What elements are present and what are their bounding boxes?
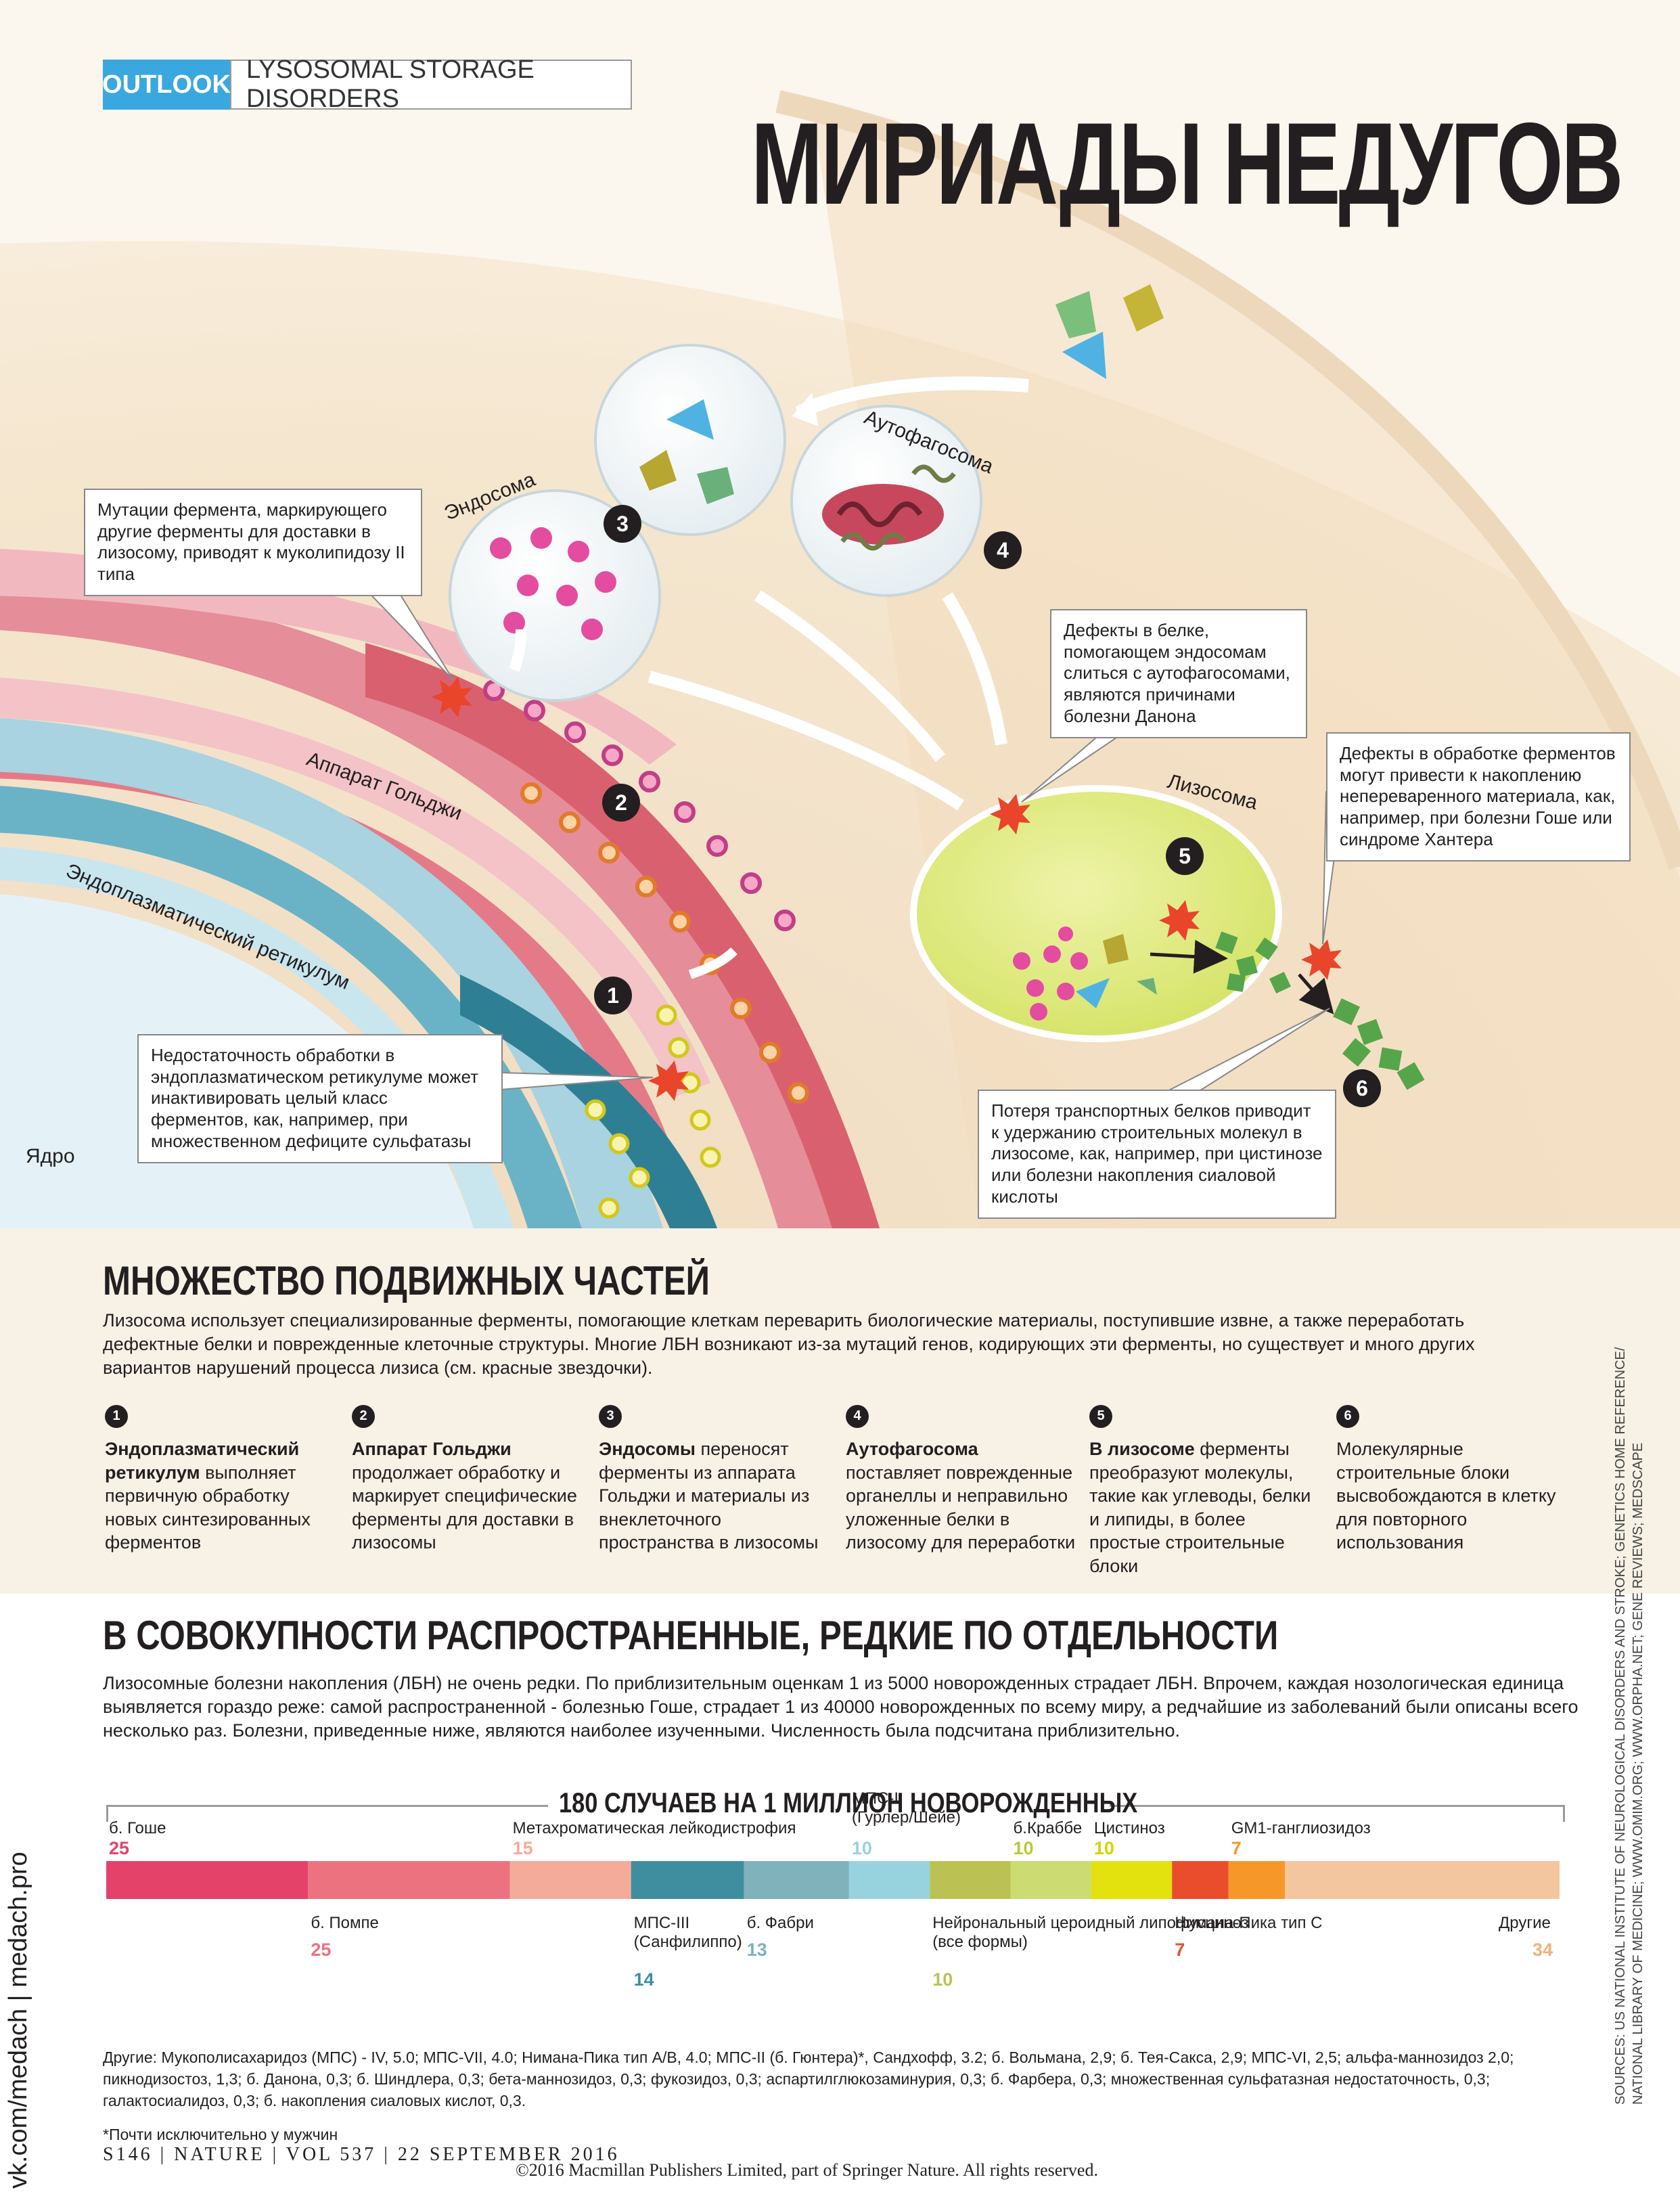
- callout-er-processing: Недостаточность обработки в эндоплазмати…: [137, 1034, 503, 1163]
- step-text: Аппарат Гольджи продолжает обработку и м…: [352, 1439, 577, 1553]
- cell-illustration: [0, 0, 1680, 1228]
- step-number: 5: [1089, 1405, 1112, 1428]
- step-term: Эндосомы: [599, 1439, 696, 1459]
- step-number: 2: [352, 1405, 375, 1428]
- step-term: Эндоплазматический ретикулум: [105, 1439, 300, 1483]
- bar-segment: [1228, 1861, 1286, 1899]
- bar-segment: [930, 1861, 1011, 1899]
- segment-value: 10: [932, 1969, 953, 1990]
- segment-label: б. Помпе: [311, 1914, 379, 1932]
- rare-heading: В СОВОКУПНОСТИ РАСПРОСТРАНЕННЫЕ, РЕДКИЕ …: [103, 1613, 1279, 1658]
- moving-parts-panel: [0, 1228, 1680, 1594]
- bar-segment: [1172, 1861, 1229, 1899]
- rare-text: Лизосомные болезни накопления (ЛБН) не о…: [103, 1673, 1579, 1741]
- bar-segment: [631, 1861, 744, 1899]
- step-number: 3: [599, 1405, 622, 1428]
- step-badge-3: 3: [604, 505, 641, 543]
- step-6: 6 Молекулярные строительные блоки высвобо…: [1336, 1405, 1566, 1554]
- step-badge-1: 1: [594, 977, 632, 1014]
- segment-label: Метахроматическая лейкодистрофия: [512, 1819, 796, 1837]
- step-text: Молекулярные строительные блоки высвобож…: [1336, 1439, 1556, 1553]
- segment-value: 34: [1533, 1940, 1553, 1960]
- callout-processing: Дефекты в обработке ферментов могут прив…: [1326, 732, 1631, 862]
- folio: S146 | NATURE | VOL 537 | 22 SEPTEMBER 2…: [103, 2144, 620, 2165]
- segment-label: Другие: [1499, 1914, 1551, 1932]
- segment-value: 10: [851, 1838, 872, 1858]
- segment-value: 14: [633, 1969, 654, 1990]
- step-badge-5: 5: [1166, 837, 1204, 875]
- step-term: Аутофагосома: [846, 1439, 978, 1459]
- segment-value: 10: [1093, 1838, 1114, 1858]
- segment-label: Цистиноз: [1093, 1819, 1165, 1837]
- segment-label: МПС-III (Санфилиппо): [633, 1914, 742, 1951]
- callout-transport: Потеря транспортных белков приводит к уд…: [978, 1090, 1336, 1219]
- step-text: В лизосоме ферменты преобразуют молекулы…: [1089, 1439, 1311, 1576]
- step-number: 6: [1336, 1405, 1359, 1428]
- watermark: vk.com/medach | medach.pro: [4, 1852, 32, 2189]
- bar-segment: [744, 1861, 849, 1899]
- segment-value: 10: [1013, 1838, 1034, 1858]
- step-badge-4: 4: [984, 531, 1022, 569]
- moving-parts-heading: МНОЖЕСТВО ПОДВИЖНЫХ ЧАСТЕЙ: [103, 1258, 710, 1303]
- segment-value: 13: [746, 1940, 767, 1960]
- topic-tag: LYSOSOMAL STORAGE DISORDERS: [230, 55, 632, 113]
- step-badge-6: 6: [1343, 1069, 1381, 1107]
- segment-value: 15: [512, 1838, 533, 1858]
- callout-enzyme-marker: Мутации фермента, маркирующего другие фе…: [84, 489, 422, 596]
- nucleus-label: Ядро: [26, 1145, 75, 1167]
- sources-line-1: SOURCES: US NATIONAL INSTITUTE OF NEUROL…: [1613, 1347, 1628, 2105]
- lsd-frequency-chart: [106, 1861, 1560, 1899]
- segment-label: б. Гоше: [109, 1819, 166, 1837]
- segment-label: б. Фабри: [746, 1914, 814, 1932]
- bar-segment: [509, 1861, 631, 1899]
- segment-label: Нейрональный цероидный липофусциноз (все …: [932, 1914, 1249, 1951]
- step-text: Эндосомы переносят ферменты из аппарата …: [599, 1439, 819, 1553]
- section-tag: OUTLOOK: [102, 60, 231, 110]
- moving-parts-text: Лизосома использует специализированные ф…: [103, 1310, 1475, 1379]
- step-number: 4: [846, 1405, 869, 1428]
- bar-segment: [1285, 1861, 1560, 1899]
- copyright: ©2016 Macmillan Publishers Limited, part…: [516, 2160, 1098, 2180]
- step-term: В лизосоме: [1089, 1439, 1195, 1459]
- segment-value: 7: [1231, 1838, 1242, 1858]
- bar-segment: [848, 1861, 930, 1899]
- step-2: 2 Аппарат Гольджи продолжает обработку и …: [352, 1405, 582, 1554]
- chart-title: 180 СЛУЧАЕВ НА 1 МИЛЛИОН НОВОРОЖДЕННЫХ: [559, 1787, 1138, 1818]
- step-term: Аппарат Гольджи: [352, 1439, 512, 1459]
- chart-bracket-right: [1110, 1805, 1565, 1822]
- segment-label: Нимана-Пика тип С: [1175, 1914, 1323, 1932]
- segment-value: 7: [1175, 1940, 1185, 1960]
- step-5: 5 В лизосоме ферменты преобразуют молекул…: [1089, 1405, 1319, 1578]
- step-number: 1: [105, 1405, 128, 1428]
- step-4: 4 Аутофагосома поставляет поврежденные ор…: [846, 1405, 1076, 1554]
- bar-segment: [1010, 1861, 1091, 1899]
- segment-label: МПС-I (Гурлер/Шейе): [851, 1789, 961, 1827]
- segment-value: 25: [109, 1838, 130, 1858]
- male-only-footnote: *Почти исключительно у мужчин: [103, 2126, 338, 2143]
- segment-label: GM1-ганглиозидоз: [1231, 1819, 1371, 1837]
- step-text: Эндоплазматический ретикулум выполняет п…: [105, 1439, 311, 1553]
- step-3: 3 Эндосомы переносят ферменты из аппарата…: [599, 1405, 829, 1554]
- bar-segment: [308, 1861, 510, 1899]
- others-footnote: Другие: Мукополисахаридоз (МПС) - IV, 5.…: [103, 2049, 1514, 2110]
- bar-segment: [1091, 1861, 1173, 1899]
- segment-value: 25: [311, 1940, 332, 1960]
- bar-segment: [106, 1861, 309, 1899]
- page-title: МИРИАДЫ НЕДУГОВ: [751, 99, 1623, 229]
- step-text: Аутофагосома поставляет поврежденные орг…: [846, 1439, 1076, 1553]
- callout-danon: Дефекты в белке, помогающем эндосомам сл…: [1050, 609, 1307, 738]
- step-badge-2: 2: [602, 784, 640, 822]
- step-1: 1 Эндоплазматический ретикулум выполняет …: [105, 1405, 335, 1554]
- chart-bracket-left: [106, 1805, 548, 1822]
- segment-label: б.Краббе: [1013, 1819, 1083, 1837]
- sources-line-2: NATIONAL LIBRARY OF MEDICINE; WWW.OMIM.O…: [1631, 1442, 1645, 2105]
